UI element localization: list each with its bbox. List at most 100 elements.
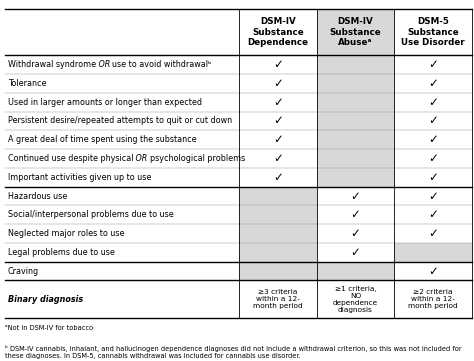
- Bar: [317, 280, 394, 318]
- Bar: [239, 243, 317, 262]
- Text: Hazardous use: Hazardous use: [8, 192, 67, 200]
- Bar: [317, 168, 394, 187]
- Text: ≥1 criteria,
NO
dependence
diagnosis: ≥1 criteria, NO dependence diagnosis: [333, 286, 378, 313]
- Bar: [239, 9, 317, 55]
- Text: ᵃNot in DSM-IV for tobacco: ᵃNot in DSM-IV for tobacco: [5, 325, 93, 331]
- Text: ✓: ✓: [273, 58, 283, 71]
- Text: Legal problems due to use: Legal problems due to use: [8, 248, 114, 257]
- Text: ✓: ✓: [273, 152, 283, 165]
- Bar: [5, 93, 239, 112]
- Bar: [317, 205, 394, 224]
- Text: ✓: ✓: [273, 171, 283, 184]
- Bar: [394, 224, 472, 243]
- Bar: [239, 224, 317, 243]
- Bar: [394, 130, 472, 149]
- Bar: [239, 74, 317, 93]
- Bar: [394, 74, 472, 93]
- Text: A great deal of time spent using the substance: A great deal of time spent using the sub…: [8, 135, 196, 144]
- Text: ✓: ✓: [273, 96, 283, 109]
- Bar: [317, 130, 394, 149]
- Bar: [5, 149, 239, 168]
- Bar: [317, 93, 394, 112]
- Bar: [239, 149, 317, 168]
- Text: DSM-5
Substance
Use Disorder: DSM-5 Substance Use Disorder: [401, 17, 465, 47]
- Bar: [5, 205, 239, 224]
- Text: ✓: ✓: [428, 114, 438, 127]
- Bar: [317, 224, 394, 243]
- Bar: [317, 9, 394, 55]
- Text: ✓: ✓: [428, 265, 438, 278]
- Text: ✓: ✓: [273, 77, 283, 90]
- Bar: [317, 112, 394, 130]
- Bar: [317, 149, 394, 168]
- Bar: [394, 55, 472, 74]
- Bar: [394, 112, 472, 130]
- Text: ✓: ✓: [428, 77, 438, 90]
- Text: ✓: ✓: [428, 152, 438, 165]
- Text: ≥2 criteria
within a 12-
month period: ≥2 criteria within a 12- month period: [408, 290, 458, 309]
- Text: ≥3 criteria
within a 12-
month period: ≥3 criteria within a 12- month period: [253, 290, 303, 309]
- Text: ✓: ✓: [428, 133, 438, 146]
- Bar: [394, 187, 472, 205]
- Bar: [394, 262, 472, 280]
- Bar: [239, 55, 317, 74]
- Bar: [394, 149, 472, 168]
- Text: Tolerance: Tolerance: [8, 79, 46, 88]
- Bar: [5, 262, 239, 280]
- Text: DSM-IV
Substance
Abuseᵃ: DSM-IV Substance Abuseᵃ: [330, 17, 381, 47]
- Text: Important activities given up to use: Important activities given up to use: [8, 173, 151, 182]
- Text: psychological problems: psychological problems: [150, 154, 245, 163]
- Bar: [394, 93, 472, 112]
- Text: ✓: ✓: [428, 96, 438, 109]
- Bar: [394, 9, 472, 55]
- Bar: [239, 93, 317, 112]
- Text: ✓: ✓: [428, 190, 438, 203]
- Bar: [239, 187, 317, 205]
- Text: ✓: ✓: [351, 190, 360, 203]
- Text: Persistent desire/repeated attempts to quit or cut down: Persistent desire/repeated attempts to q…: [8, 117, 232, 125]
- Text: Neglected major roles to use: Neglected major roles to use: [8, 229, 124, 238]
- Text: OR: OR: [96, 60, 112, 69]
- Text: ✓: ✓: [351, 246, 360, 259]
- Bar: [5, 224, 239, 243]
- Text: ✓: ✓: [273, 133, 283, 146]
- Text: Used in larger amounts or longer than expected: Used in larger amounts or longer than ex…: [8, 98, 201, 106]
- Bar: [5, 243, 239, 262]
- Bar: [239, 205, 317, 224]
- Bar: [317, 55, 394, 74]
- Bar: [5, 112, 239, 130]
- Bar: [5, 280, 239, 318]
- Text: Binary diagnosis: Binary diagnosis: [8, 295, 82, 304]
- Bar: [317, 262, 394, 280]
- Bar: [394, 280, 472, 318]
- Bar: [317, 74, 394, 93]
- Text: ✓: ✓: [351, 208, 360, 221]
- Text: ✓: ✓: [428, 58, 438, 71]
- Bar: [5, 74, 239, 93]
- Text: ✓: ✓: [273, 114, 283, 127]
- Bar: [239, 168, 317, 187]
- Bar: [394, 243, 472, 262]
- Bar: [239, 130, 317, 149]
- Bar: [5, 55, 239, 74]
- Text: Social/interpersonal problems due to use: Social/interpersonal problems due to use: [8, 210, 173, 219]
- Text: ✓: ✓: [428, 227, 438, 240]
- Text: ᵇ DSM-IV cannabis, inhalant, and hallucinogen dependence diagnoses did not inclu: ᵇ DSM-IV cannabis, inhalant, and halluci…: [5, 345, 461, 359]
- Text: DSM-IV
Substance
Dependence: DSM-IV Substance Dependence: [247, 17, 309, 47]
- Text: ✓: ✓: [428, 208, 438, 221]
- Bar: [5, 187, 239, 205]
- Bar: [5, 9, 239, 55]
- Bar: [5, 168, 239, 187]
- Text: Craving: Craving: [8, 267, 39, 275]
- Text: ✓: ✓: [428, 171, 438, 184]
- Text: ✓: ✓: [351, 227, 360, 240]
- Bar: [317, 243, 394, 262]
- Text: use to avoid withdrawalᵇ: use to avoid withdrawalᵇ: [112, 60, 212, 69]
- Text: OR: OR: [133, 154, 150, 163]
- Bar: [239, 280, 317, 318]
- Bar: [239, 112, 317, 130]
- Bar: [394, 168, 472, 187]
- Bar: [394, 205, 472, 224]
- Bar: [239, 262, 317, 280]
- Text: Continued use despite physical: Continued use despite physical: [8, 154, 133, 163]
